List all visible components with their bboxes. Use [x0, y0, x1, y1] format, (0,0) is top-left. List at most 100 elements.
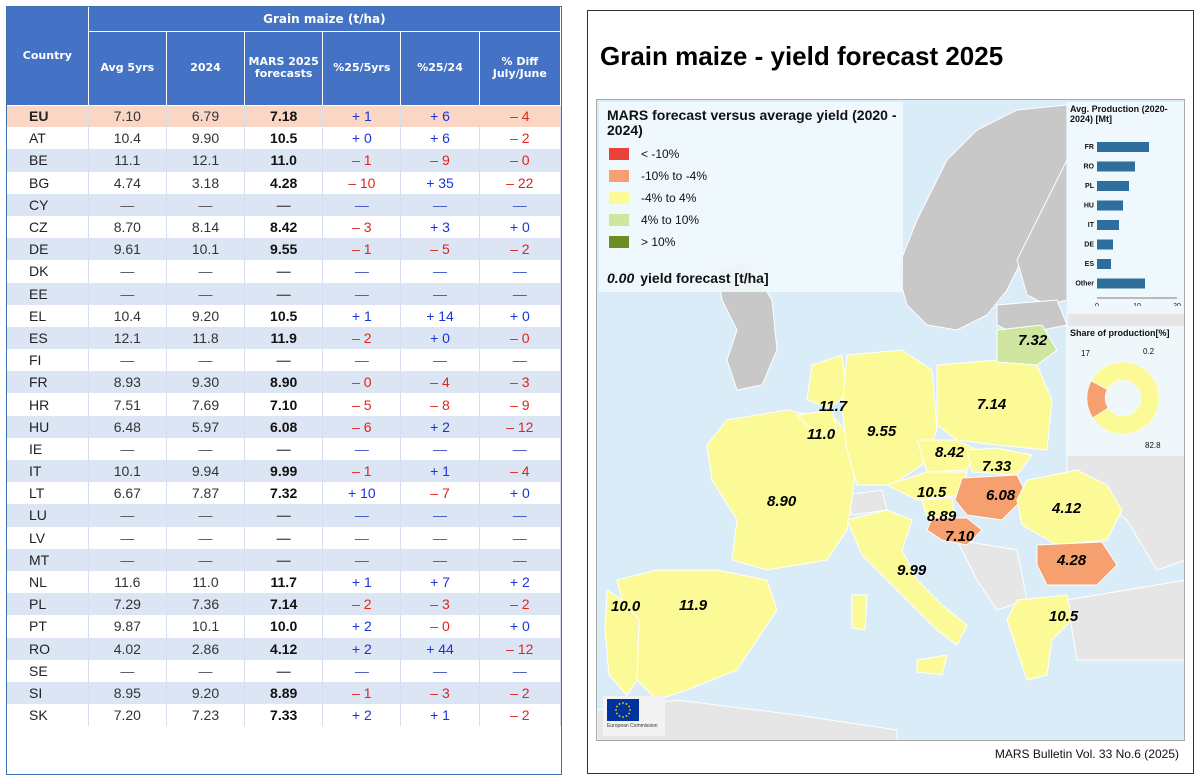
table-row: HR 7.51 7.69 7.10– 5– 8– 9 — [7, 393, 561, 416]
cell-p24: + 3 — [400, 215, 480, 239]
cell-p5: – 1 — [322, 149, 402, 172]
header-mars: MARS 2025 forecasts — [244, 31, 324, 106]
cell-mars: 7.10 — [244, 393, 324, 416]
bar-x-tick: 20 — [1173, 303, 1181, 306]
legend-swatch — [609, 235, 629, 248]
cell-y2024: — — [166, 260, 246, 283]
region-pt — [604, 589, 640, 696]
cell-p5: – 5 — [322, 393, 402, 416]
legend-item: > 10% — [609, 234, 675, 249]
pie-slice-label: 0.2 — [1143, 347, 1155, 356]
cell-p5: – 1 — [322, 681, 402, 705]
cell-p24: – 4 — [400, 371, 480, 394]
bar-category-label: FR — [1085, 144, 1094, 151]
cell-country: FR — [7, 371, 89, 394]
table-row: MT — — — — — — — [7, 548, 561, 571]
table-row: RO 4.02 2.86 4.12 + 2 + 44– 12 — [7, 637, 561, 660]
cell-p5: + 2 — [322, 704, 402, 727]
cell-p24: + 44 — [400, 637, 480, 660]
cell-p24: — — [400, 349, 480, 372]
cell-avg: — — [88, 504, 167, 527]
yield-table: Country Grain maize (t/ha) Avg 5yrs 2024… — [7, 7, 561, 727]
cell-p24: — — [400, 437, 480, 460]
cell-p24: – 8 — [400, 393, 480, 416]
eu-flag-icon — [607, 699, 639, 721]
cell-mars: 8.90 — [244, 371, 324, 394]
legend-swatch — [609, 191, 629, 204]
cell-p5: – 1 — [322, 238, 402, 261]
cell-diff: + 0 — [479, 304, 561, 327]
cell-p24: — — [400, 282, 480, 305]
region-si — [921, 497, 956, 519]
cell-mars: 8.89 — [244, 681, 324, 705]
cell-y2024: — — [166, 349, 246, 372]
cell-avg: 8.70 — [88, 215, 167, 239]
cell-p24: – 0 — [400, 615, 480, 638]
region-value-es: 11.9 — [679, 597, 708, 614]
table-row: CZ 8.70 8.14 8.42– 3 + 3 + 0 — [7, 215, 561, 239]
header-pct5: %25/5yrs — [322, 31, 402, 106]
cell-country: HR — [7, 393, 89, 416]
cell-country: DK — [7, 260, 89, 283]
cell-country: RO — [7, 637, 89, 660]
cell-diff: – 2 — [479, 681, 561, 705]
cell-p5: – 3 — [322, 215, 402, 239]
cell-mars: 7.14 — [244, 593, 324, 616]
production-bar-inset: Avg. Production (2020-2024) [Mt] FR RO PL H… — [1067, 102, 1184, 314]
eu-flag-text: European Commission — [607, 723, 658, 729]
cell-p24: — — [400, 659, 480, 682]
cell-y2024: 6.79 — [166, 105, 246, 128]
cell-p5: — — [322, 659, 402, 682]
cell-mars: 11.0 — [244, 149, 324, 172]
cell-mars: 10.0 — [244, 615, 324, 638]
cell-y2024: 8.14 — [166, 215, 246, 239]
table-row: EE — — — — — — — [7, 282, 561, 305]
legend-swatch — [609, 147, 629, 160]
cell-country: LU — [7, 504, 89, 527]
cell-avg: 8.95 — [88, 681, 167, 705]
share-pie-chart: 82.8 17 0.2 — [1081, 347, 1161, 450]
cell-diff: — — [479, 504, 561, 527]
map-area: MARS forecast versus average yield (2020… — [596, 99, 1185, 741]
cell-y2024: — — [166, 526, 246, 549]
pie-slice-label: 17 — [1081, 349, 1090, 358]
map-title: Grain maize - yield forecast 2025 — [600, 41, 1004, 71]
cell-p5: – 6 — [322, 415, 402, 438]
cell-p24: – 7 — [400, 482, 480, 505]
cell-p5: – 1 — [322, 460, 402, 483]
cell-p24: + 2 — [400, 415, 480, 438]
region-value-at: 10.5 — [917, 484, 947, 501]
table-row: IT 10.1 9.94 9.99– 1 + 1– 4 — [7, 460, 561, 483]
header-avg: Avg 5yrs — [88, 31, 167, 106]
bar-it — [1097, 220, 1119, 230]
cell-p5: + 1 — [322, 570, 402, 594]
cell-country: BG — [7, 171, 89, 194]
cell-avg: 11.1 — [88, 149, 167, 172]
map-legend: MARS forecast versus average yield (2020… — [599, 102, 903, 292]
eu-commission-logo: European Commission — [603, 696, 665, 736]
cell-p5: — — [322, 526, 402, 549]
cell-p5: – 2 — [322, 326, 402, 350]
table-row: BE 11.1 12.1 11.0– 1– 9– 0 — [7, 149, 561, 172]
cell-mars: 11.9 — [244, 326, 324, 350]
legend-item: -10% to -4% — [609, 168, 707, 183]
table-row: SE — — — — — — — [7, 659, 561, 682]
cell-p5: + 0 — [322, 127, 402, 150]
cell-mars: — — [244, 260, 324, 283]
legend-note-value: 0.00 — [607, 270, 635, 286]
region-nl — [806, 354, 848, 409]
region-value-si: 8.89 — [927, 508, 957, 525]
bar-category-label: PL — [1085, 183, 1095, 190]
cell-avg: — — [88, 659, 167, 682]
pie-slice — [1090, 380, 1108, 390]
cell-country: NL — [7, 570, 89, 594]
region-value-be: 11.0 — [807, 426, 836, 443]
cell-mars: — — [244, 437, 324, 460]
cell-country: EE — [7, 282, 89, 305]
cell-y2024: 3.18 — [166, 171, 246, 194]
cell-mars: 7.18 — [244, 105, 324, 128]
cell-diff: – 2 — [479, 593, 561, 616]
cell-diff: — — [479, 193, 561, 216]
cell-country: IE — [7, 437, 89, 460]
cell-avg: 12.1 — [88, 326, 167, 350]
